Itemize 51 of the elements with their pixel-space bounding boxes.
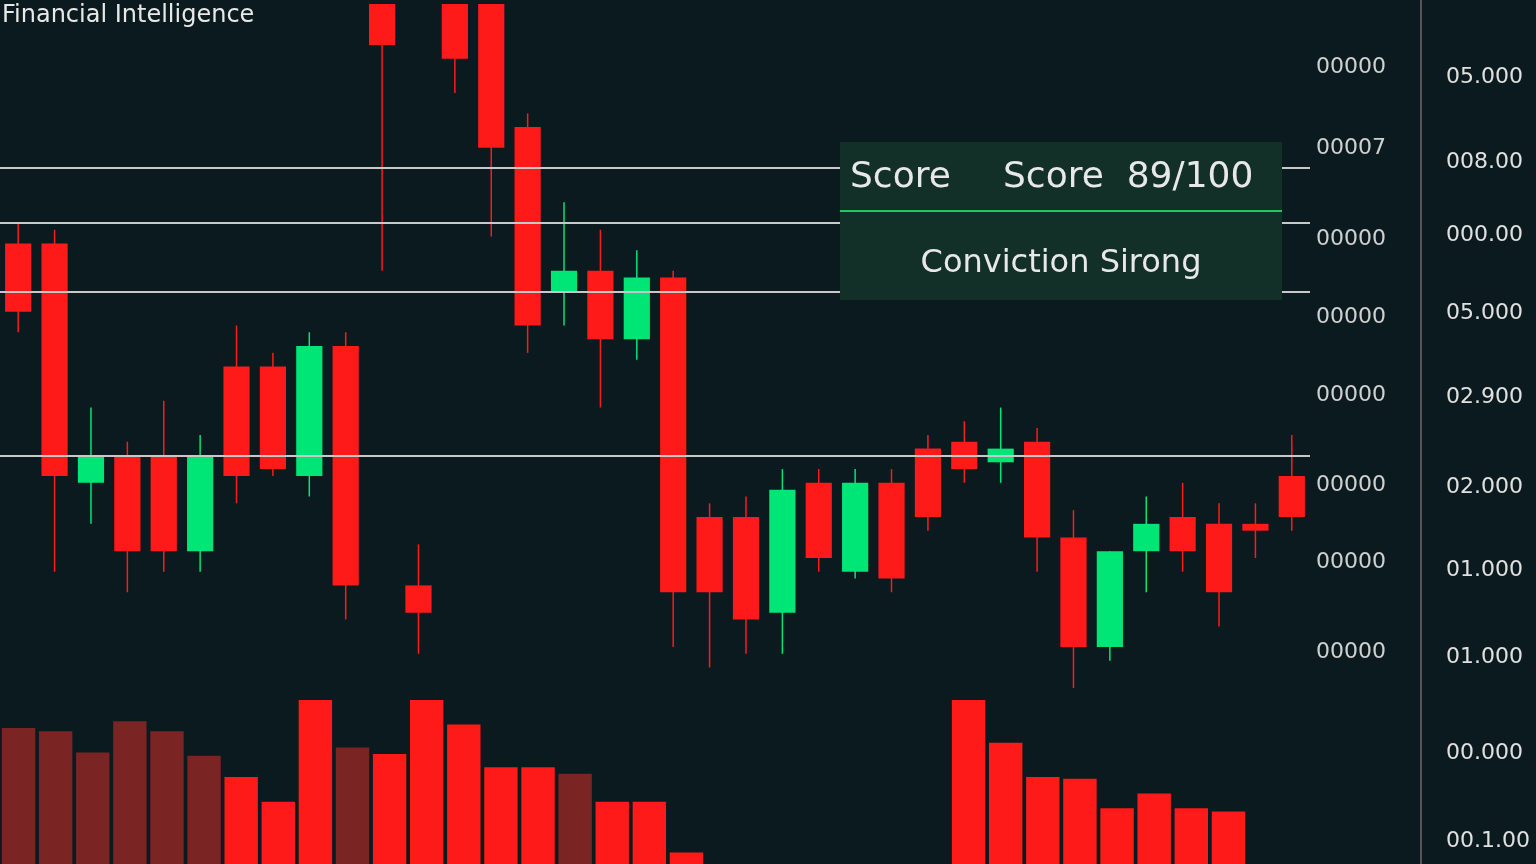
text: 01.000: [1446, 642, 1523, 670]
text: 008.00: [1446, 147, 1523, 175]
bar: [1, 727, 36, 864]
bar: [951, 700, 986, 864]
bar: [1211, 811, 1246, 864]
bar: [1174, 808, 1209, 864]
score-card: Score Score 89/100 Conviction Sirong: [840, 142, 1282, 300]
text: 00000: [1316, 637, 1386, 665]
text: 00000: [1316, 470, 1386, 498]
bar: [595, 801, 629, 864]
text: 05.000: [1446, 298, 1523, 326]
bar: [150, 731, 184, 864]
bar: [1137, 793, 1171, 864]
text: 01.000: [1446, 555, 1523, 583]
bar: [410, 700, 444, 864]
bar: [988, 742, 1023, 864]
text: 02.900: [1446, 382, 1523, 410]
annotation: Score: [850, 154, 951, 195]
bar: [1063, 778, 1097, 864]
chart-title: Financial Intelligence: [2, 0, 255, 29]
text: 05.000: [1446, 62, 1523, 90]
bar: [113, 721, 147, 864]
text: 02.000: [1446, 472, 1523, 500]
annotation: Score 89/100: [1003, 154, 1254, 195]
bar: [38, 731, 73, 864]
bar: [298, 700, 333, 864]
bar: [187, 755, 221, 864]
text: 00000: [1316, 52, 1386, 80]
bar: [1100, 808, 1134, 864]
bar: [669, 852, 704, 864]
bar: [224, 777, 258, 864]
text: 00000: [1316, 224, 1386, 252]
bar: [484, 767, 518, 864]
text: 00.000: [1446, 738, 1523, 766]
bar: [76, 752, 110, 864]
text: 00000: [1316, 547, 1386, 575]
text: 00000: [1316, 302, 1386, 330]
annotation: Conviction Sirong: [919, 242, 1203, 280]
bar: [335, 747, 370, 864]
bar: [558, 773, 592, 864]
text: 00007: [1316, 133, 1386, 161]
bar: [261, 801, 295, 864]
text: 000.00: [1446, 220, 1523, 248]
text: 00000: [1316, 380, 1386, 408]
text: 00.1.00: [1446, 826, 1530, 854]
bar: [632, 801, 667, 864]
bar: [1026, 777, 1060, 864]
bar: [447, 724, 481, 864]
bar: [372, 754, 407, 864]
bar: [521, 767, 555, 864]
candlestick: [1242, 502, 1269, 559]
